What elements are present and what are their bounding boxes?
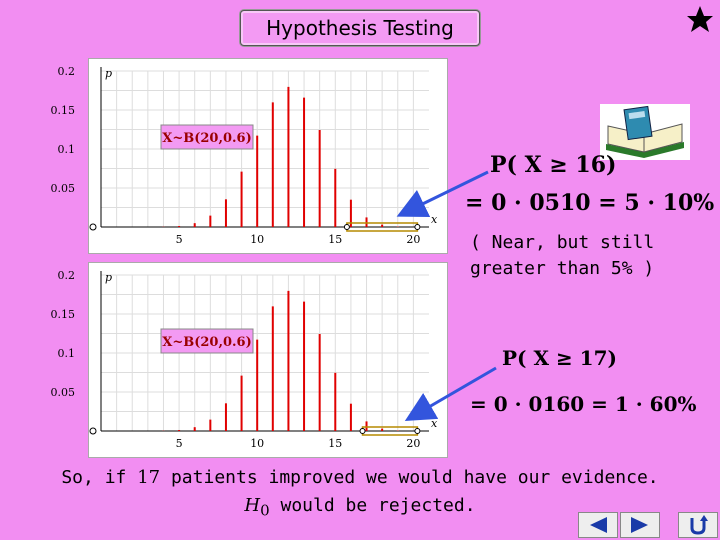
binomial-chart-2-svg: 0.05 0.1 0.15 0.2 5 10 15 20 p x X~B(20,0.6) — [51, 269, 439, 450]
x-tick-label: 5 — [176, 437, 183, 450]
y-tick-label: 0.2 — [58, 65, 76, 78]
conclusion-line-2-suffix: would be rejected. — [280, 495, 476, 516]
next-button[interactable] — [620, 512, 660, 538]
x-axis-label: x — [431, 213, 438, 226]
page-title-text: Hypothesis Testing — [266, 16, 454, 40]
distribution-label-box — [160, 124, 254, 150]
tail-end-point — [414, 428, 421, 434]
next-arrow-icon — [631, 517, 648, 533]
binomial-chart-1: 0.05 0.1 0.15 0.2 5 10 15 20 p x X~B(20,0.6) — [51, 58, 448, 254]
prev-arrow-icon — [590, 517, 607, 533]
distribution-label: X~B(20,0.6) — [162, 335, 252, 350]
page-title: Hypothesis Testing — [240, 10, 480, 46]
y-tick-label: 0.1 — [58, 347, 76, 360]
conclusion-line-1: So, if 17 patients improved we would hav… — [0, 464, 720, 492]
prev-button[interactable] — [578, 512, 618, 538]
tail-start-point — [343, 224, 350, 230]
x-tick-label: 15 — [328, 437, 342, 450]
null-hypothesis-symbol: H — [244, 495, 261, 516]
star-icon[interactable] — [686, 4, 714, 34]
probability-result-1: = 0 · 0510 = 5 · 10% — [465, 190, 715, 216]
tail-end-point — [414, 224, 421, 230]
y-tick-label: 0.2 — [58, 269, 76, 282]
tail-start-point — [359, 428, 366, 434]
y-tick-label: 0.15 — [51, 308, 76, 321]
conclusion-suffix: patients improved we would have our evid… — [170, 467, 659, 488]
y-tick-label: 0.1 — [58, 143, 76, 156]
x-tick-label: 10 — [250, 437, 264, 450]
return-button[interactable] — [678, 512, 718, 538]
probability-result-2: = 0 · 0160 = 1 · 60% — [470, 392, 697, 416]
x-tick-label: 20 — [406, 437, 420, 450]
y-axis-label: p — [105, 67, 112, 80]
x-tick-label: 20 — [406, 233, 420, 246]
distribution-label-box — [160, 328, 254, 354]
conclusion-prefix: So, if — [61, 467, 127, 488]
y-tick-label: 0.05 — [51, 386, 76, 399]
probability-formula-2: P( X ≥ 17) — [502, 346, 617, 370]
return-arrow-icon — [690, 515, 708, 535]
x-tick-label: 15 — [328, 233, 342, 246]
conclusion-line-2: H0 would be rejected. — [0, 492, 720, 525]
probability-formula-1: P( X ≥ 16) — [490, 152, 617, 178]
book-with-calculator-icon — [600, 104, 690, 160]
distribution-label: X~B(20,0.6) — [162, 131, 252, 146]
y-tick-label: 0.15 — [51, 104, 76, 117]
note-text: ( Near, but still greater than 5% ) — [470, 232, 655, 279]
binomial-chart-2: 0.05 0.1 0.15 0.2 5 10 15 20 p x X~B(20,0.6) — [51, 262, 448, 458]
x-axis-label: x — [431, 417, 438, 430]
axis-origin — [89, 223, 97, 231]
y-axis-label: p — [105, 271, 112, 284]
conclusion-text: So, if 17 patients improved we would hav… — [0, 464, 720, 525]
x-tick-label: 5 — [176, 233, 183, 246]
binomial-chart-1-svg: 0.05 0.1 0.15 0.2 5 10 15 20 p x X~B(20,0.6) — [51, 65, 439, 246]
axis-origin — [89, 427, 97, 435]
null-hypothesis-subscript: 0 — [260, 501, 270, 520]
x-tick-label: 10 — [250, 233, 264, 246]
conclusion-number: 17 — [137, 467, 161, 488]
y-tick-label: 0.05 — [51, 182, 76, 195]
